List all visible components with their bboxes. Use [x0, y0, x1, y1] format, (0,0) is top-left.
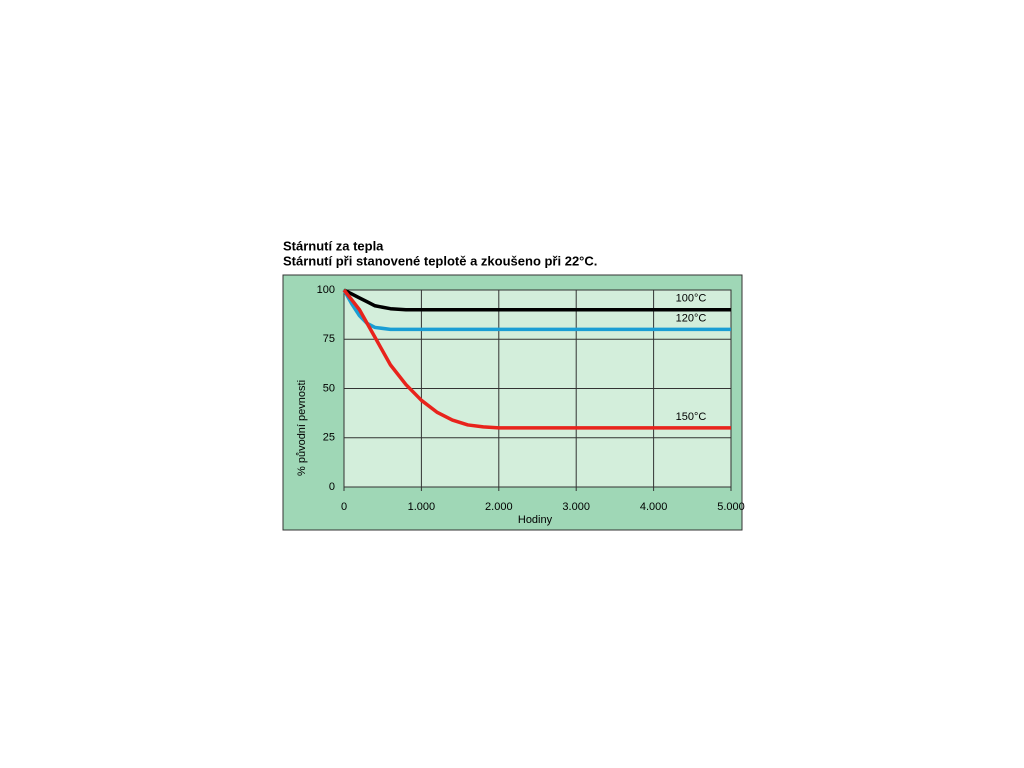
series-line	[343, 288, 731, 312]
y-axis-label: % původní pevnosti	[296, 380, 308, 476]
x-tick-label: 1.000	[408, 501, 436, 513]
x-tick-label: 4.000	[640, 501, 668, 513]
y-tick-label: 25	[323, 432, 335, 444]
series-label: 120°C	[676, 312, 707, 324]
y-tick-label: 75	[323, 333, 335, 345]
x-axis-label: Hodiny	[518, 514, 553, 526]
y-tick-label: 50	[323, 382, 335, 394]
x-tick-label: 2.000	[485, 501, 513, 513]
plot-border	[343, 289, 732, 488]
chart-title: Stárnutí za tepla	[283, 238, 384, 253]
y-tick-label: 100	[317, 284, 335, 296]
series-label: 150°C	[676, 411, 707, 423]
y-tick-label: 0	[329, 481, 335, 493]
x-tick-label: 5.000	[717, 501, 745, 513]
x-tick-label: 0	[341, 501, 347, 513]
series-label: 100°C	[676, 293, 707, 305]
x-tick-label: 3.000	[562, 501, 590, 513]
series-line	[342, 288, 731, 430]
chart-subtitle: Stárnutí při stanovené teplotě a zkoušen…	[283, 253, 597, 268]
